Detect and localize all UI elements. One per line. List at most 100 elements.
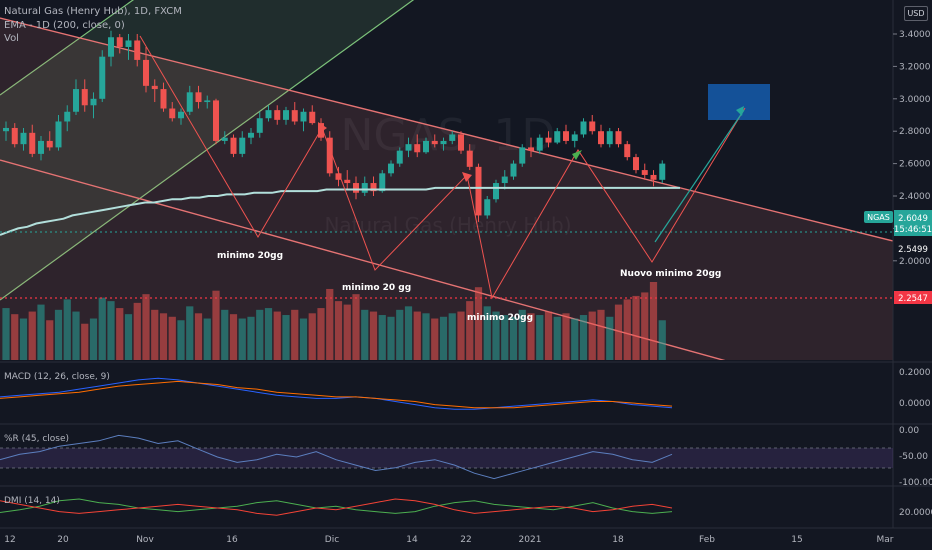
candle-body [589,121,596,132]
candle-body [221,137,228,141]
candle-body [213,100,219,141]
candle-body [300,111,307,122]
candle-body [143,59,149,86]
volume-bar [273,311,281,360]
volume-bar [641,292,649,360]
target-box[interactable] [708,84,770,120]
volume-bar [457,311,465,360]
volume-bar [63,299,71,360]
indicator-line [0,434,673,480]
volume-bar [264,308,273,360]
candle-body [169,108,176,119]
green-channel-upper[interactable] [0,0,140,96]
volume-bar [72,311,80,360]
candle-body [519,147,526,164]
candle-body [309,111,316,124]
volume-bar [509,316,518,360]
candle-body [606,131,613,145]
time-tick-label: 22 [460,535,471,545]
volume-bar [299,318,308,360]
candle-body [265,110,272,119]
candle-body [38,140,44,154]
candle-body [239,137,246,154]
candle-body [361,183,368,193]
watermark-name: Natural Gas (Henry Hub) [324,213,571,237]
volume-bar [159,313,168,360]
macd-pane[interactable]: 0.2000 0.0000 [0,368,931,410]
volume-bar [492,311,500,360]
candle-body [650,174,657,180]
level-price-tag [894,291,932,304]
currency-badge[interactable]: USD [904,6,928,21]
candle-body [283,110,289,120]
volume-bar [361,309,369,360]
volume-bar [553,316,561,360]
volume-bar [177,320,185,360]
time-axis[interactable]: 12 20 Nov 16 Dic 14 22 2021 18 Feb 15 Mar [4,535,894,545]
volume-bar [247,316,255,360]
last-price-tag [894,210,932,236]
volume-bar [387,316,395,360]
ema-200-line [0,186,680,236]
candle-body [370,183,377,192]
time-tick-label: 20 [57,535,69,545]
volume-bar [238,318,246,360]
volume-bar [658,320,666,360]
annotation-new-min: Nuovo minimo 20gg [620,269,721,279]
annotation-min-3: minimo 20gg [467,313,533,323]
price-pane[interactable] [0,0,893,362]
projection-arrow[interactable] [654,109,745,243]
candle-body [46,140,53,148]
volume-bar [256,309,264,360]
volume-bar [11,314,19,360]
candle-body [116,37,123,47]
candle-body [501,176,508,184]
candle-body [134,40,141,60]
volume-bar [571,318,579,360]
price-tick-label: 3.4000 [899,30,931,40]
candle-body [449,134,456,141]
candle-body [528,147,534,151]
candle-body [20,132,27,145]
volume-bar [396,309,404,360]
volume-bar [124,314,133,360]
williams-r-pane[interactable]: 0.00 -50.00 -100.00 [0,426,932,488]
volume-bar [439,316,448,360]
volume-bar [369,311,378,360]
volume-bar [483,306,491,360]
dmi-pane[interactable]: 20.0000 [0,498,932,518]
volume-bar [501,315,509,360]
candle-body [659,163,666,180]
volume-bar [221,309,229,360]
candle-body [160,89,167,109]
annotation-min-1: minimo 20gg [217,251,283,261]
annotations: minimo 20gg minimo 20 gg minimo 20gg Nuo… [217,251,721,323]
indicator-legend[interactable]: EMA - 1D (200, close, 0) [4,20,125,31]
time-tick-label: 15 [791,535,802,545]
volume-bar [378,315,386,360]
price-tick-label: 2.0000 [899,257,931,267]
volume-bar [431,318,439,360]
volume-legend[interactable]: Vol [4,33,19,44]
time-tick-label: 12 [4,535,15,545]
volume-bar [404,306,413,360]
candle-body [633,157,639,171]
indicator-tick-label: 0.00 [899,426,919,436]
indicator-tick-label: 20.0000 [899,508,932,518]
time-tick-label: Dic [325,535,339,545]
indicator-tick-label: -50.00 [899,452,928,462]
volume-bar [19,318,28,360]
volume-bar [282,315,290,360]
wave-arrowhead-1 [318,122,327,134]
candle-body [335,173,342,180]
candle-body [379,173,386,192]
volume-bar [98,297,106,360]
indicator-line [0,498,673,516]
volume-bar [28,311,36,360]
chart-title[interactable]: Natural Gas (Henry Hub), 1D, FXCM [4,6,182,17]
volume-bar [527,313,535,360]
price-tick-label: 2.8000 [899,127,931,137]
green-channel-lower[interactable] [0,0,420,301]
red-channel-upper[interactable] [0,17,893,242]
volume-bar [203,318,211,360]
